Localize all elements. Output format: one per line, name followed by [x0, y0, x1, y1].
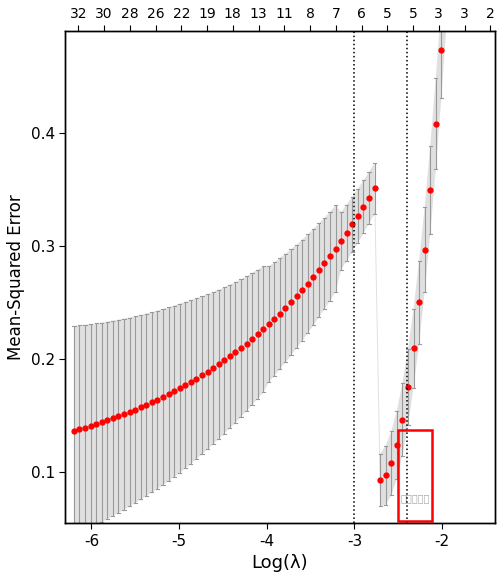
- Text: 基迪奧生物: 基迪奧生物: [400, 493, 429, 503]
- Bar: [397, 430, 431, 521]
- Y-axis label: Mean-Squared Error: Mean-Squared Error: [7, 195, 25, 360]
- X-axis label: Log(λ): Log(λ): [251, 554, 308, 572]
